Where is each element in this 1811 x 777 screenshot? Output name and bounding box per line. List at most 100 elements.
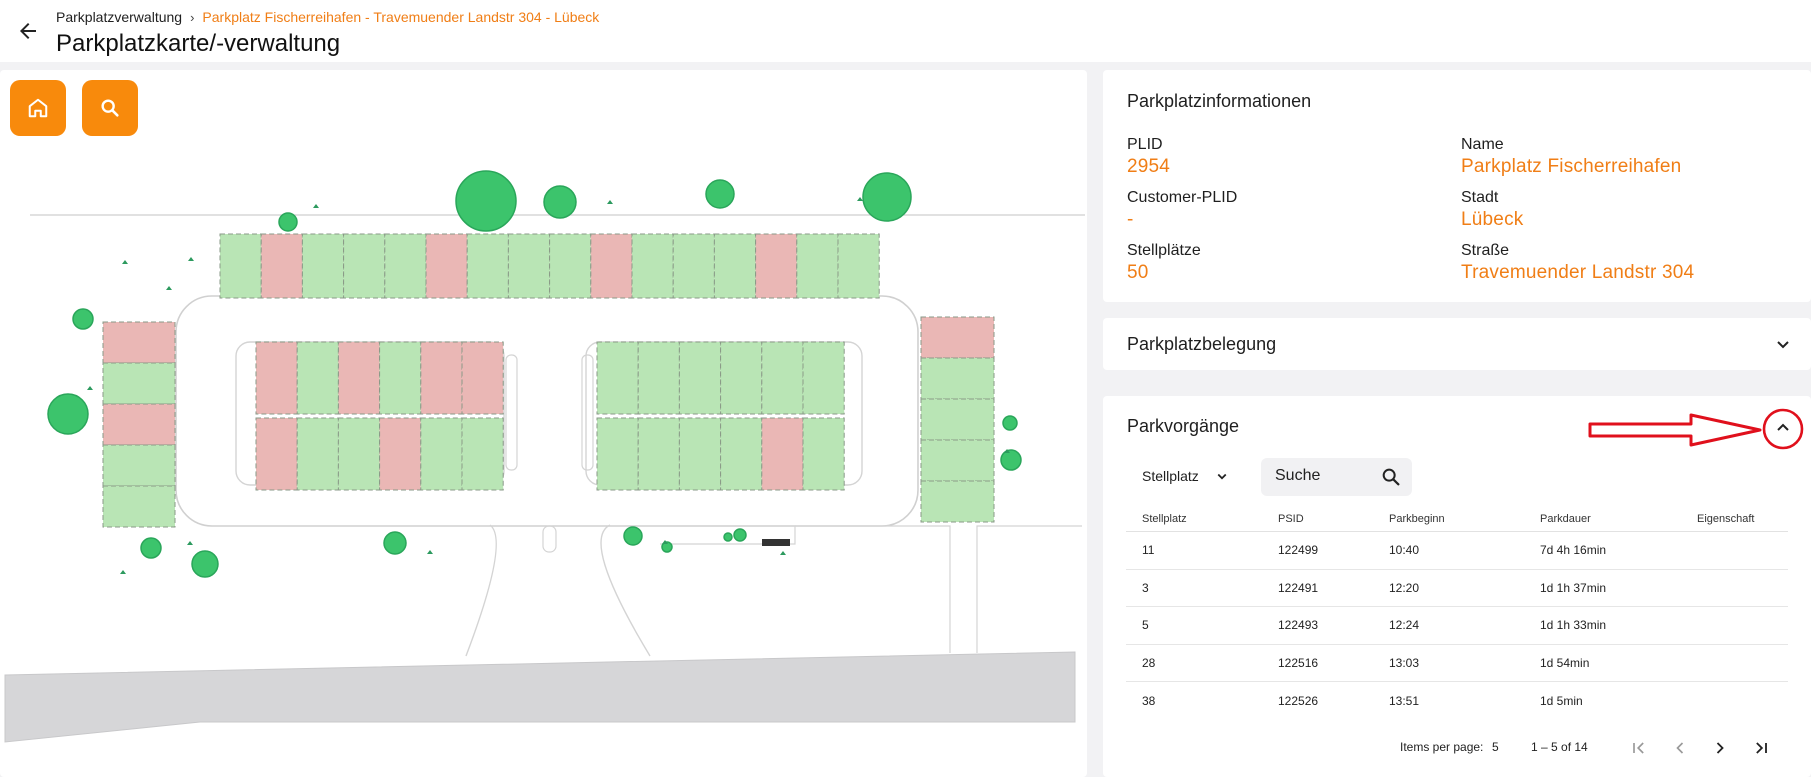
marker	[607, 200, 613, 204]
cell-stellplatz: 11	[1142, 543, 1155, 558]
plid-value: 2954	[1127, 156, 1171, 177]
entry-curve-left	[465, 524, 497, 657]
tree	[1002, 415, 1018, 431]
side-lane	[795, 525, 951, 653]
column-header-psid[interactable]: PSID	[1278, 512, 1304, 525]
marker	[188, 257, 194, 261]
plid-label: PLID	[1127, 136, 1163, 153]
cell-psid: 122516	[1278, 655, 1319, 670]
parking-spot-occupied	[755, 233, 798, 299]
page-range-label: 1 – 5 of 14	[1531, 740, 1588, 754]
search-input[interactable]	[1275, 467, 1375, 485]
parking-spot-occupied	[379, 417, 422, 491]
customer-plid-label: Customer-PLID	[1127, 189, 1238, 206]
home-button[interactable]	[10, 80, 66, 136]
chevron-up-icon[interactable]	[1771, 416, 1795, 440]
back-arrow-icon[interactable]	[16, 19, 40, 43]
name-label: Name	[1461, 136, 1504, 153]
divider-right	[581, 354, 594, 471]
occupancy-card[interactable]: Parkplatzbelegung	[1103, 318, 1811, 370]
cell-stellplatz: 5	[1142, 618, 1149, 633]
parking-spot-occupied	[102, 321, 176, 364]
parking-spot-free	[102, 362, 176, 405]
map-search-button[interactable]	[82, 80, 138, 136]
table-row[interactable]: 38 122526 13:51 1d 5min	[1126, 682, 1788, 720]
parking-spot-free	[296, 341, 339, 415]
column-header-eigenschaft[interactable]: Eigenschaft	[1697, 512, 1755, 525]
tree	[140, 537, 162, 559]
parking-map[interactable]	[0, 70, 1087, 777]
breadcrumb-root-link[interactable]: Parkplatzverwaltung	[56, 9, 183, 25]
tree	[72, 308, 94, 330]
parking-spot-free	[596, 341, 639, 415]
last-page-icon[interactable]	[1751, 738, 1771, 758]
column-header-parkbeginn[interactable]: Parkbeginn	[1389, 512, 1445, 525]
parking-spot-free	[761, 341, 804, 415]
cell-parkdauer: 1d 54min	[1540, 655, 1590, 670]
parking-spot-free	[720, 341, 763, 415]
search-field[interactable]	[1261, 458, 1412, 496]
parking-spot-free	[343, 233, 386, 299]
marker	[122, 260, 128, 264]
tree	[661, 541, 673, 553]
marker	[87, 386, 93, 390]
cell-parkbeginn: 13:03	[1389, 655, 1420, 670]
items-per-page-select[interactable]: 5	[1492, 740, 1499, 754]
parking-spot-free	[713, 233, 757, 299]
search-icon	[101, 99, 119, 117]
marker	[166, 286, 172, 290]
parking-spot-free	[384, 233, 427, 299]
column-header-parkdauer[interactable]: Parkdauer	[1540, 512, 1591, 525]
cell-parkbeginn: 13:51	[1389, 693, 1420, 708]
parking-spot-occupied	[337, 341, 381, 415]
tree	[705, 179, 735, 209]
parking-spot-occupied	[920, 316, 995, 359]
cell-psid: 122493	[1278, 618, 1319, 633]
parking-spot-free	[296, 417, 339, 491]
cell-stellplatz: 3	[1142, 580, 1149, 595]
spots-value: 50	[1127, 262, 1149, 283]
filter-select[interactable]: Stellplatz	[1126, 457, 1246, 495]
chevron-down-icon[interactable]	[1771, 332, 1795, 356]
table-row[interactable]: 3 122491 12:20 1d 1h 37min	[1126, 570, 1788, 607]
tree	[623, 526, 643, 546]
search-icon[interactable]	[1380, 466, 1402, 493]
marker	[857, 197, 863, 201]
parking-spot-free	[337, 417, 381, 491]
cell-parkbeginn: 12:20	[1389, 580, 1420, 595]
previous-page-icon[interactable]	[1670, 738, 1690, 758]
marker	[780, 551, 786, 555]
table-header: Stellplatz PSID Parkbeginn Parkdauer Eig…	[1126, 506, 1788, 532]
road	[4, 651, 1076, 743]
table-row[interactable]: 5 122493 12:24 1d 1h 33min	[1126, 607, 1788, 645]
street-label: Straße	[1461, 242, 1510, 259]
chevron-right-icon: ›	[190, 9, 195, 25]
parking-spot-free	[720, 417, 763, 491]
column-header-stellplatz[interactable]: Stellplatz	[1142, 512, 1187, 525]
cell-parkbeginn: 10:40	[1389, 543, 1420, 558]
parking-spot-occupied	[461, 341, 504, 415]
next-page-icon[interactable]	[1710, 738, 1730, 758]
marker	[1004, 449, 1010, 453]
breadcrumb: Parkplatzverwaltung › Parkplatz Fischerr…	[56, 9, 599, 25]
occupancy-title: Parkplatzbelegung	[1127, 334, 1277, 354]
app-header: Parkplatzverwaltung › Parkplatz Fischerr…	[0, 0, 1811, 62]
tree	[543, 185, 577, 219]
cell-psid: 122499	[1278, 543, 1319, 558]
sessions-card: Parkvorgänge	[1103, 396, 1811, 777]
first-page-icon[interactable]	[1629, 738, 1649, 758]
marker	[427, 550, 433, 554]
tree	[862, 172, 912, 222]
tree	[723, 532, 733, 542]
name-value: Parkplatz Fischerreihafen	[1461, 156, 1682, 177]
parking-spot-free	[466, 233, 509, 299]
table-row[interactable]: 11 122499 10:40 7d 4h 16min	[1126, 532, 1788, 570]
parking-spot-free	[637, 417, 680, 491]
parking-spot-occupied	[425, 233, 468, 299]
cell-stellplatz: 38	[1142, 693, 1156, 708]
parking-spot-free	[596, 417, 639, 491]
parking-spot-free	[678, 341, 722, 415]
table-row[interactable]: 28 122516 13:03 1d 54min	[1126, 645, 1788, 682]
tree	[1000, 449, 1022, 471]
marker	[120, 570, 126, 574]
